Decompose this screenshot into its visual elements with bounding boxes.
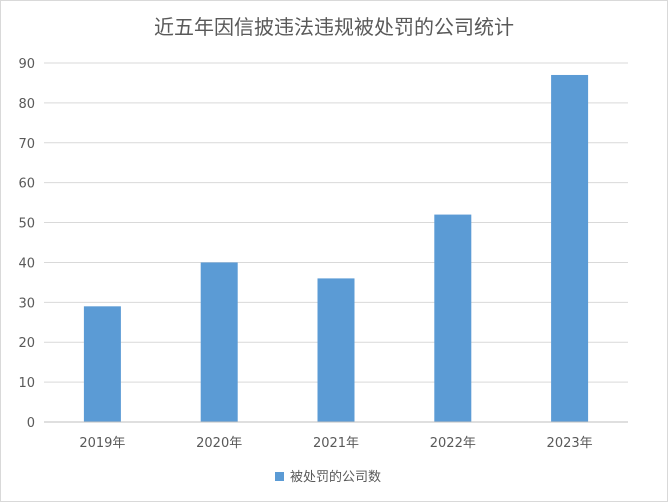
- legend-swatch: [275, 472, 284, 481]
- gridlines: [44, 62, 628, 383]
- x-tick-label: 2023年: [547, 436, 593, 451]
- y-tick-label: 50: [18, 217, 35, 232]
- y-tick-label: 90: [18, 57, 35, 72]
- bar: [200, 262, 238, 422]
- x-tick-label: 2022年: [430, 436, 476, 451]
- x-tick-label: 2021年: [313, 436, 359, 451]
- bar: [434, 214, 472, 422]
- y-tick-label: 40: [18, 256, 35, 271]
- chart-title: 近五年因信披违法违规被处罚的公司统计: [154, 15, 514, 39]
- y-tick-label: 10: [18, 376, 35, 391]
- y-tick-label: 60: [18, 177, 35, 192]
- x-tick-label: 2020年: [196, 436, 242, 451]
- bars: [83, 74, 589, 422]
- y-tick-label: 0: [27, 416, 35, 431]
- y-tick-label: 80: [18, 97, 35, 112]
- legend: 被处罚的公司数: [275, 469, 381, 485]
- bar: [317, 278, 355, 422]
- x-tick-label: 2019年: [79, 436, 125, 451]
- y-tick-label: 30: [18, 296, 35, 311]
- y-tick-label: 70: [18, 137, 35, 152]
- legend-label: 被处罚的公司数: [290, 469, 381, 485]
- y-axis-ticks: 0 10 20 30 40 50 60 70 80 90: [18, 57, 35, 431]
- x-axis-ticks: 2019年 2020年 2021年 2022年 2023年: [79, 436, 592, 451]
- y-tick-label: 20: [18, 336, 35, 351]
- bar: [551, 74, 589, 422]
- bar: [83, 306, 121, 422]
